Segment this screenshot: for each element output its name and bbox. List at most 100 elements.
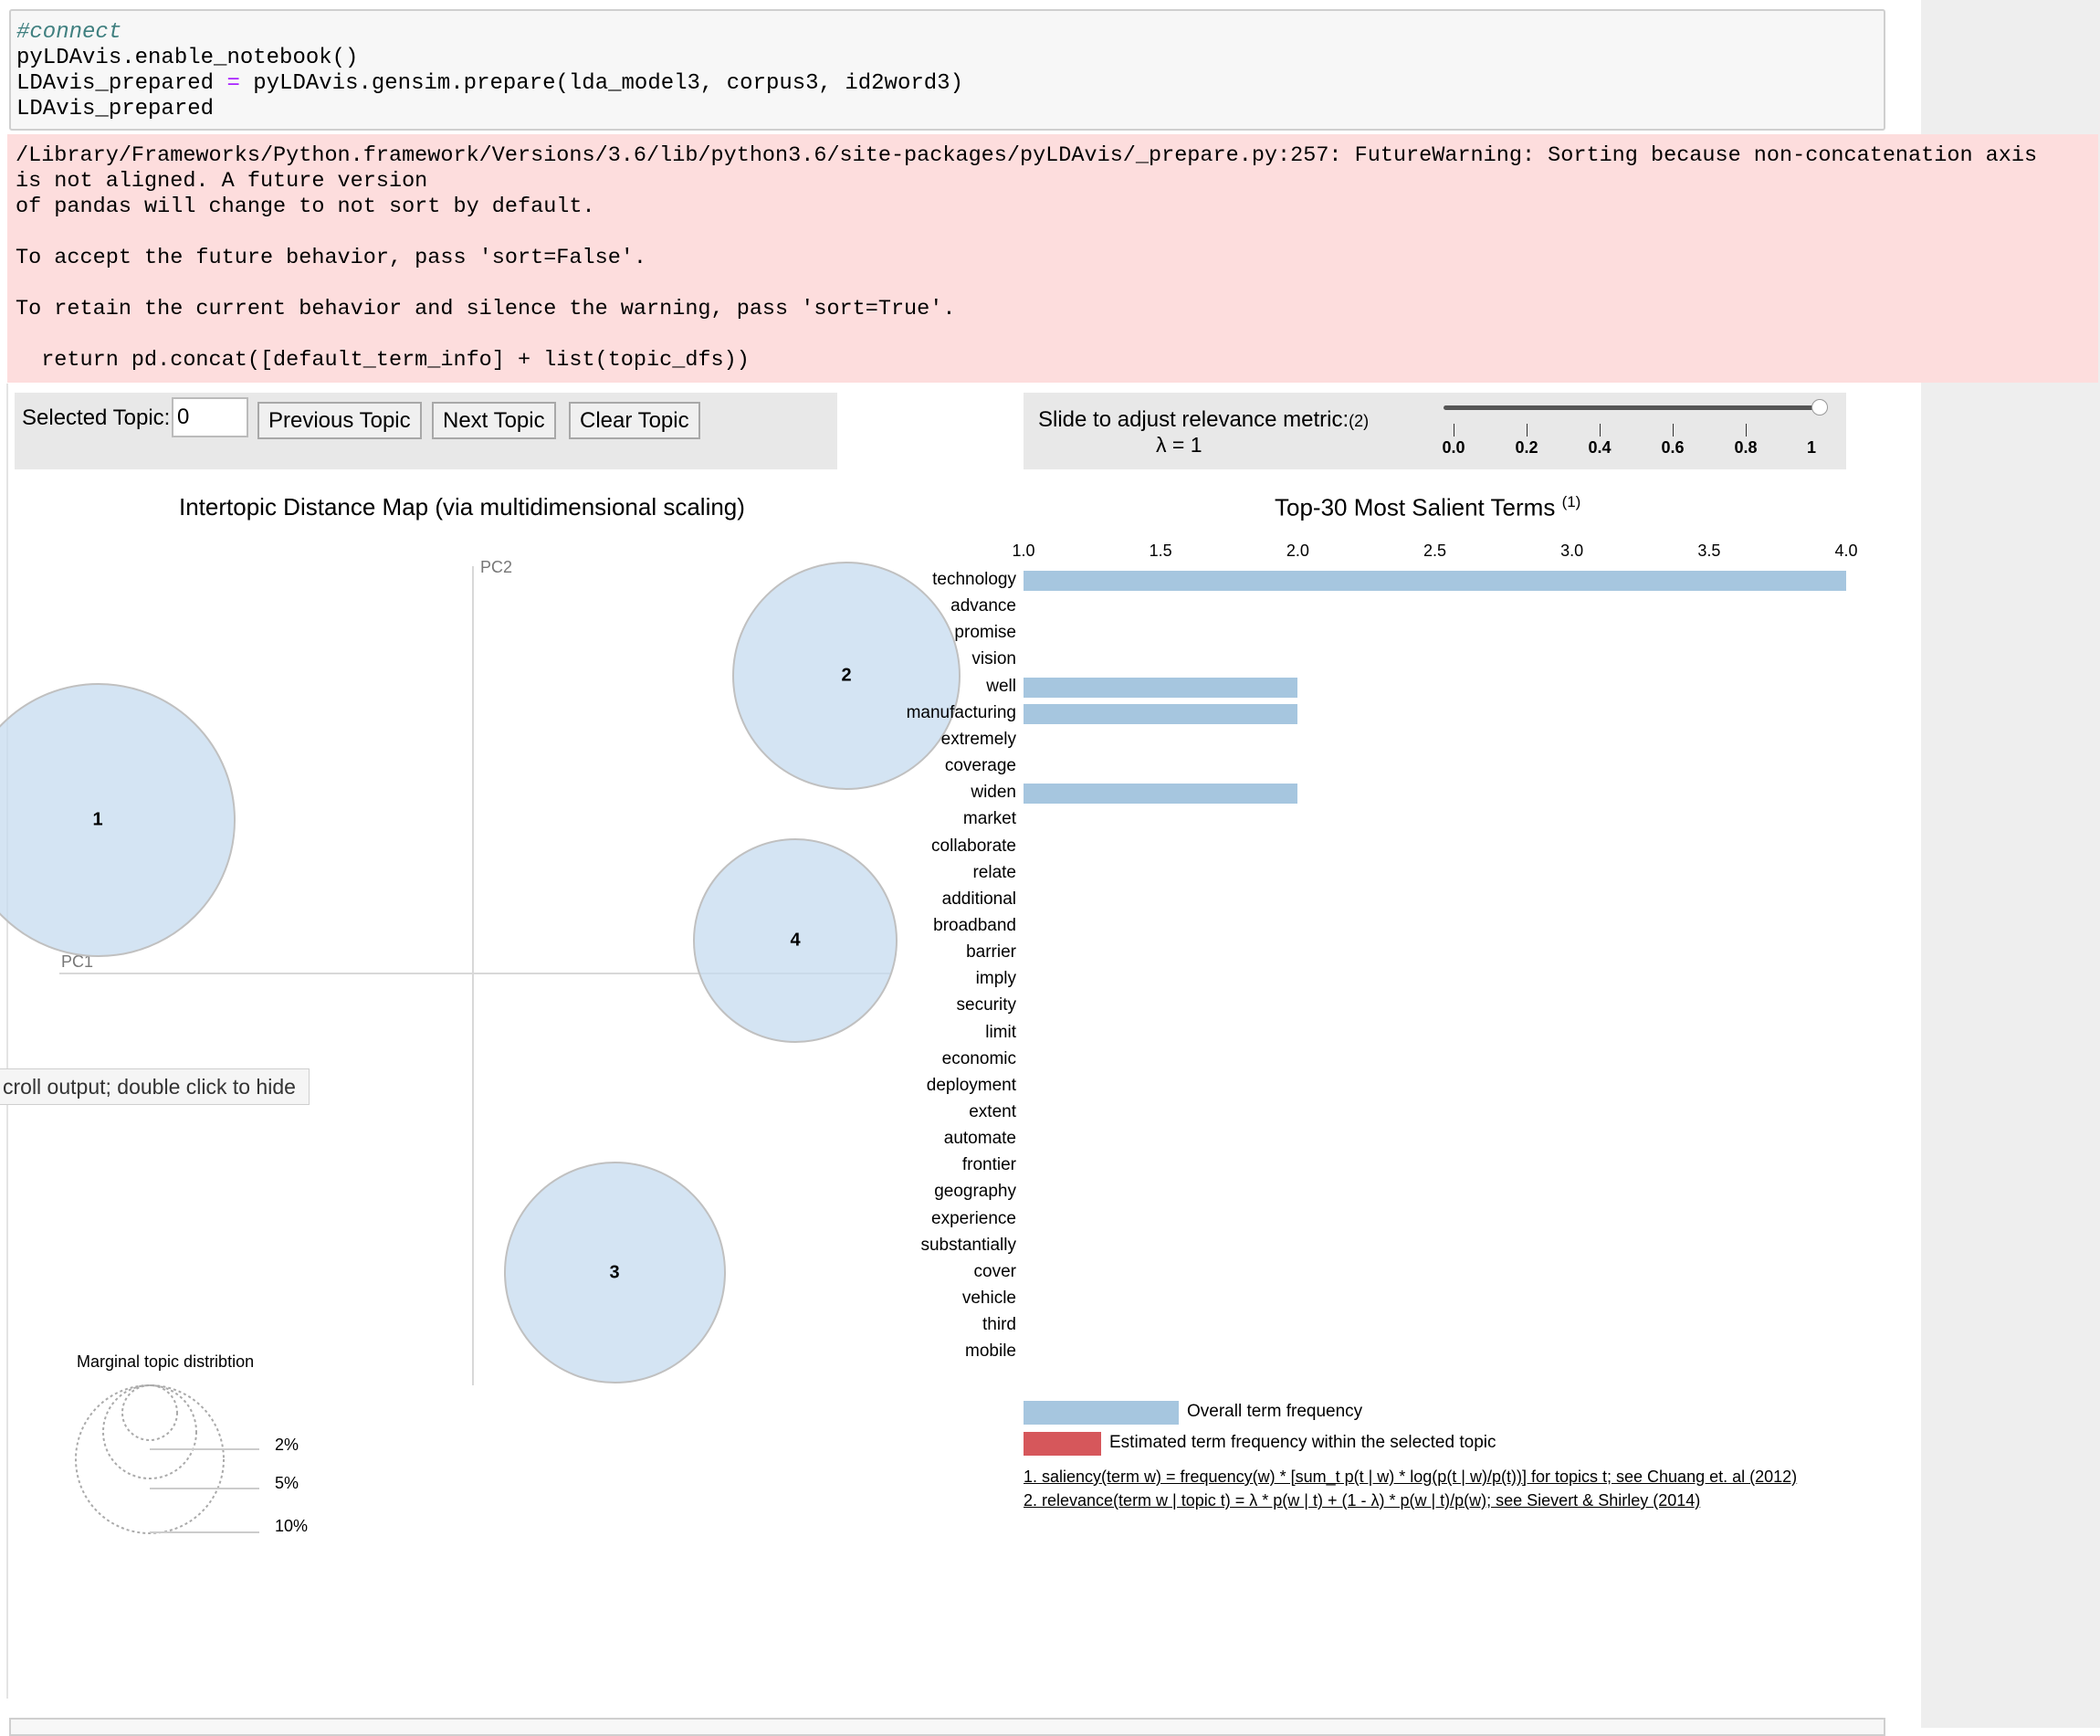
code-cell[interactable]: #connect pyLDAvis.enable_notebook() LDAv… <box>9 9 1885 131</box>
term-label[interactable]: collaborate <box>931 836 1016 856</box>
relevance-slider-track[interactable] <box>1444 405 1822 410</box>
term-frequency-bar <box>1024 703 1298 724</box>
pc1-label: PC1 <box>61 952 94 971</box>
slider-tick-label: 0.6 <box>1661 438 1685 457</box>
term-label[interactable]: imply <box>975 969 1016 989</box>
slider-tick-label: 0.4 <box>1588 438 1612 457</box>
code-assign-operator: = <box>226 71 240 96</box>
term-label[interactable]: vehicle <box>961 1289 1016 1309</box>
legend-overall-swatch <box>1024 1401 1179 1425</box>
relevance-slider-thumb[interactable] <box>1811 399 1828 416</box>
slider-tick <box>1600 424 1601 437</box>
pc2-label: PC2 <box>480 558 513 576</box>
topic-bubble-label: 1 <box>92 809 103 830</box>
topic-selection-panel: Selected Topic: Previous Topic Next Topi… <box>15 393 837 469</box>
previous-topic-button[interactable]: Previous Topic <box>257 402 422 439</box>
code-line-output: LDAvis_prepared <box>16 97 215 121</box>
marginal-distribution-title: Marginal topic distribtion <box>77 1352 255 1371</box>
pc2-axis <box>472 566 474 1385</box>
marginal-label-10pct: 10% <box>275 1517 309 1535</box>
term-label[interactable]: manufacturing <box>906 702 1016 722</box>
term-label[interactable]: vision <box>971 649 1016 669</box>
term-label[interactable]: limit <box>985 1022 1016 1042</box>
topic-bubble-2[interactable] <box>732 562 961 790</box>
legend-estimated-label: Estimated term frequency within the sele… <box>1109 1433 1496 1452</box>
warning-output: /Library/Frameworks/Python.framework/Ver… <box>7 134 2098 383</box>
code-line-enable: pyLDAvis.enable_notebook() <box>16 46 359 70</box>
term-label[interactable]: security <box>956 995 1016 1015</box>
topic-bubble-label: 4 <box>790 930 801 951</box>
salient-title-footnote: (1) <box>1561 493 1581 510</box>
term-label[interactable]: widen <box>971 783 1016 803</box>
term-label[interactable]: broadband <box>933 915 1016 935</box>
code-line-prepare-left: LDAvis_prepared <box>16 71 227 96</box>
x-tick-label: 1.5 <box>1149 542 1172 560</box>
x-tick-label: 4.0 <box>1834 542 1858 560</box>
topic-bubble-label: 3 <box>609 1262 620 1283</box>
term-frequency-bar <box>1024 677 1298 698</box>
term-label[interactable]: automate <box>943 1129 1016 1149</box>
slider-tick-label: 0.8 <box>1734 438 1758 457</box>
term-label[interactable]: economic <box>941 1048 1016 1068</box>
marginal-label-5pct: 5% <box>275 1474 299 1492</box>
topic-bubble-label: 2 <box>841 665 852 686</box>
marginal-distribution-legend <box>75 1384 259 1534</box>
term-label[interactable]: advance <box>950 596 1016 616</box>
pc1-axis <box>59 973 890 974</box>
selected-topic-label: Selected Topic: <box>22 405 171 430</box>
relevance-label: Slide to adjust relevance metric:(2) <box>1038 407 1370 432</box>
output-prompt-rule <box>6 384 8 1699</box>
term-label[interactable]: extent <box>969 1102 1016 1121</box>
marginal-label-2pct: 2% <box>275 1436 299 1454</box>
selected-topic-input[interactable] <box>172 397 248 437</box>
relevance-footnote-link[interactable]: 2. relevance(term w | topic t) = λ * p(w… <box>1024 1491 1701 1510</box>
term-label[interactable]: technology <box>932 570 1016 589</box>
term-label[interactable]: promise <box>954 623 1016 643</box>
slider-tick-label: 0.0 <box>1442 438 1465 457</box>
code-comment: #connect <box>16 20 122 45</box>
x-tick-label: 2.0 <box>1286 542 1309 560</box>
slider-tick <box>1746 424 1747 437</box>
term-label[interactable]: market <box>962 809 1016 829</box>
legend-overall-label: Overall term frequency <box>1187 1402 1363 1421</box>
term-label[interactable]: deployment <box>926 1075 1016 1095</box>
term-label[interactable]: substantially <box>920 1235 1016 1255</box>
slider-tick <box>1673 424 1674 437</box>
term-label[interactable]: geography <box>934 1182 1016 1202</box>
clear-topic-button[interactable]: Clear Topic <box>569 402 700 439</box>
code-line-prepare-right: pyLDAvis.gensim.prepare(lda_model3, corp… <box>239 71 963 96</box>
next-topic-button[interactable]: Next Topic <box>432 402 556 439</box>
x-tick-label: 1.0 <box>1012 542 1035 560</box>
term-label[interactable]: barrier <box>966 942 1016 963</box>
x-tick-label: 3.0 <box>1560 542 1584 560</box>
term-label[interactable]: third <box>982 1315 1016 1335</box>
term-label[interactable]: cover <box>973 1261 1016 1281</box>
relevance-footnote-ref: (2) <box>1349 412 1370 430</box>
next-code-cell[interactable] <box>9 1718 1885 1736</box>
term-label[interactable]: additional <box>941 889 1016 909</box>
slider-tick-label: 1 <box>1806 438 1817 457</box>
legend-estimated-swatch <box>1024 1432 1101 1456</box>
term-frequency-bar <box>1024 784 1298 805</box>
x-tick-label: 2.5 <box>1423 542 1447 560</box>
term-label[interactable]: well <box>986 676 1016 696</box>
topic-bubble-3[interactable] <box>504 1162 726 1384</box>
term-label[interactable]: coverage <box>944 756 1016 776</box>
intertopic-map-title: Intertopic Distance Map (via multidimens… <box>179 493 745 521</box>
term-label[interactable]: relate <box>972 862 1016 882</box>
topic-bubble-1[interactable] <box>0 683 236 957</box>
saliency-footnote-link[interactable]: 1. saliency(term w) = frequency(w) * [su… <box>1024 1468 1798 1486</box>
relevance-panel: Slide to adjust relevance metric:(2) λ =… <box>1024 393 1846 469</box>
topic-bubble-4[interactable] <box>693 838 898 1043</box>
lambda-value: λ = 1 <box>1156 433 1202 457</box>
term-label[interactable]: frontier <box>961 1155 1016 1175</box>
slider-tick-label: 0.2 <box>1515 438 1538 457</box>
salient-terms-title: Top-30 Most Salient Terms (1) <box>1275 493 1581 521</box>
term-label[interactable]: extremely <box>940 729 1016 749</box>
slider-tick <box>1527 424 1528 437</box>
scroll-output-tooltip[interactable]: croll output; double click to hide <box>0 1068 310 1105</box>
term-frequency-bar <box>1024 571 1846 591</box>
term-label[interactable]: experience <box>931 1208 1016 1228</box>
term-label[interactable]: mobile <box>965 1341 1016 1362</box>
x-tick-label: 3.5 <box>1697 542 1721 560</box>
